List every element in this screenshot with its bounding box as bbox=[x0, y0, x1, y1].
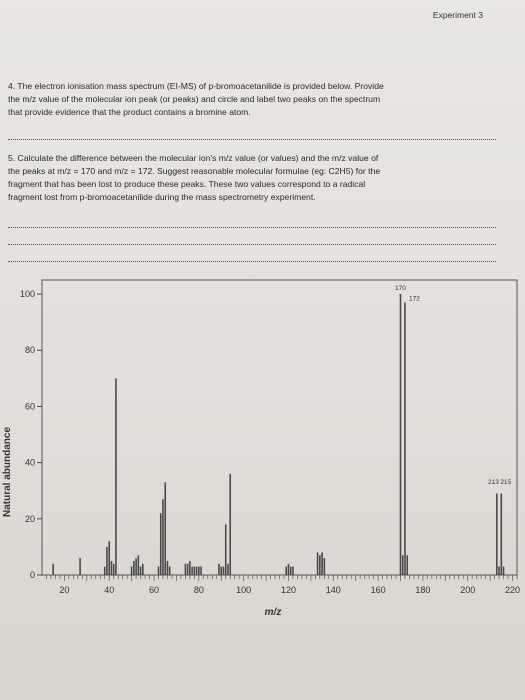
spectrum-peak-bar bbox=[323, 558, 326, 575]
spectrum-peak-bar bbox=[195, 566, 198, 575]
question-5-line-3: fragment that has been lost to produce t… bbox=[8, 179, 366, 189]
plot-border bbox=[41, 279, 518, 576]
spectrum-peak-bar bbox=[220, 566, 223, 575]
spectrum-peak-bar bbox=[112, 563, 115, 575]
spectrum-peak-bar bbox=[130, 566, 133, 575]
question-4-line-3: that provide evidence that the product c… bbox=[8, 107, 251, 117]
question-5-line-2: the peaks at m/z = 170 and m/z = 172. Su… bbox=[8, 166, 381, 176]
spectrum-peak-bar bbox=[162, 499, 164, 575]
spectrum-peak-bar bbox=[292, 566, 294, 575]
question-4-line-1: 4. The electron ionisation mass spectrum… bbox=[8, 81, 384, 91]
spectrum-peak-bar bbox=[316, 552, 319, 575]
spectrum-peak-bar bbox=[319, 555, 321, 575]
y-tick-label: 20 bbox=[25, 514, 35, 524]
x-tick-label: 20 bbox=[59, 585, 69, 595]
peak-label: 172 bbox=[409, 295, 420, 302]
spectrum-peak-bar bbox=[164, 482, 167, 575]
x-tick-label: 40 bbox=[104, 585, 114, 595]
spectrum-peaks bbox=[52, 294, 505, 575]
spectrum-peak-bar bbox=[502, 566, 505, 575]
spectrum-peak-bar bbox=[135, 558, 137, 575]
x-tick-label: 100 bbox=[236, 585, 251, 595]
question-5-line-4: fragment lost from p-bromoacetanilide du… bbox=[8, 192, 316, 202]
spectrum-peak-bar bbox=[133, 560, 135, 575]
spectrum-peak-bar bbox=[222, 566, 225, 575]
y-tick-label: 100 bbox=[20, 289, 35, 299]
y-tick-label: 60 bbox=[25, 401, 35, 411]
question-4-line-2: the m/z value of the molecular ion peak … bbox=[8, 94, 381, 104]
spectrum-peak-bar bbox=[498, 566, 500, 575]
spectrum-peak-bar bbox=[191, 566, 193, 575]
spectrum-peak-bar bbox=[103, 566, 106, 575]
y-tick-label: 40 bbox=[25, 458, 35, 468]
answer-line-q5-2[interactable] bbox=[8, 244, 496, 245]
answer-line-q5-1[interactable] bbox=[8, 227, 496, 228]
spectrum-peak-bar bbox=[289, 566, 292, 575]
plot-frame bbox=[41, 279, 518, 576]
y-tick-label: 80 bbox=[25, 345, 35, 355]
x-tick-label: 140 bbox=[326, 585, 341, 595]
spectrum-peak-bar bbox=[115, 378, 117, 575]
answer-line-q5-3[interactable] bbox=[8, 261, 496, 262]
x-tick-label: 80 bbox=[194, 585, 204, 595]
x-tick-label: 220 bbox=[505, 585, 520, 595]
y-axis: 0 20 40 60 80 100 bbox=[20, 289, 42, 580]
spectrum-peak-bar bbox=[139, 566, 142, 575]
spectrum-peak-bar bbox=[406, 555, 409, 575]
spectrum-peak-bar bbox=[184, 563, 187, 575]
x-tick-label: 180 bbox=[415, 585, 430, 595]
spectrum-peak-bar bbox=[137, 555, 140, 575]
spectrum-peak-bar bbox=[227, 563, 229, 575]
spectrum-peak-bar bbox=[157, 566, 160, 575]
x-tick-label: 60 bbox=[149, 585, 159, 595]
spectrum-peak-bar bbox=[496, 493, 498, 575]
x-tick-label: 120 bbox=[281, 585, 296, 595]
spectrum-peak-bar bbox=[321, 552, 323, 575]
spectrum-peak-bar bbox=[404, 302, 406, 575]
spectrum-peak-bar bbox=[198, 566, 200, 575]
spectrum-peak-bar bbox=[166, 560, 169, 575]
question-5-line-1: 5. Calculate the difference between the … bbox=[8, 153, 379, 163]
spectrum-peak-bar bbox=[189, 560, 191, 575]
spectrum-peak-bar bbox=[142, 563, 144, 575]
peak-label: 213 bbox=[488, 479, 499, 486]
spectrum-peak-bar bbox=[79, 558, 81, 575]
peak-label: 170 bbox=[395, 285, 406, 292]
spectrum-peak-bar bbox=[287, 563, 290, 575]
x-tick-label: 200 bbox=[460, 585, 475, 595]
experiment-label: Experiment 3 bbox=[432, 10, 483, 20]
spectrum-peak-bar bbox=[168, 566, 171, 575]
answer-line-q4[interactable] bbox=[8, 139, 496, 140]
x-tick-label: 160 bbox=[371, 585, 386, 595]
spectrum-peak-bar bbox=[224, 524, 227, 575]
spectrum-peak-bar bbox=[401, 555, 404, 575]
question-4: 4. The electron ionisation mass spectrum… bbox=[8, 80, 496, 119]
spectrum-peak-bar bbox=[200, 566, 202, 575]
y-tick-label: 0 bbox=[30, 570, 35, 580]
spectrum-peak-bar bbox=[285, 566, 288, 575]
spectrum-peak-bar bbox=[52, 563, 55, 575]
spectrum-peak-bar bbox=[186, 563, 189, 575]
spectrum-peak-bar bbox=[500, 493, 503, 575]
spectrum-peak-bar bbox=[229, 473, 232, 575]
spectrum-peak-bar bbox=[399, 294, 402, 575]
spectrum-peak-bar bbox=[106, 546, 108, 575]
spectrum-peak-bar bbox=[108, 541, 111, 575]
y-axis-label: Natural abundance bbox=[2, 427, 13, 517]
spectrum-peak-bar bbox=[218, 563, 220, 575]
x-axis-label: m/z bbox=[265, 607, 282, 618]
spectrum-peak-bar bbox=[159, 513, 162, 575]
peak-label: 215 bbox=[500, 479, 511, 486]
question-5: 5. Calculate the difference between the … bbox=[8, 152, 496, 204]
spectrum-peak-bar bbox=[193, 566, 196, 575]
x-axis: 20 40 60 80 100 120 140 160 180 200 220 bbox=[46, 575, 520, 595]
spectrum-peak-bar bbox=[110, 560, 113, 575]
